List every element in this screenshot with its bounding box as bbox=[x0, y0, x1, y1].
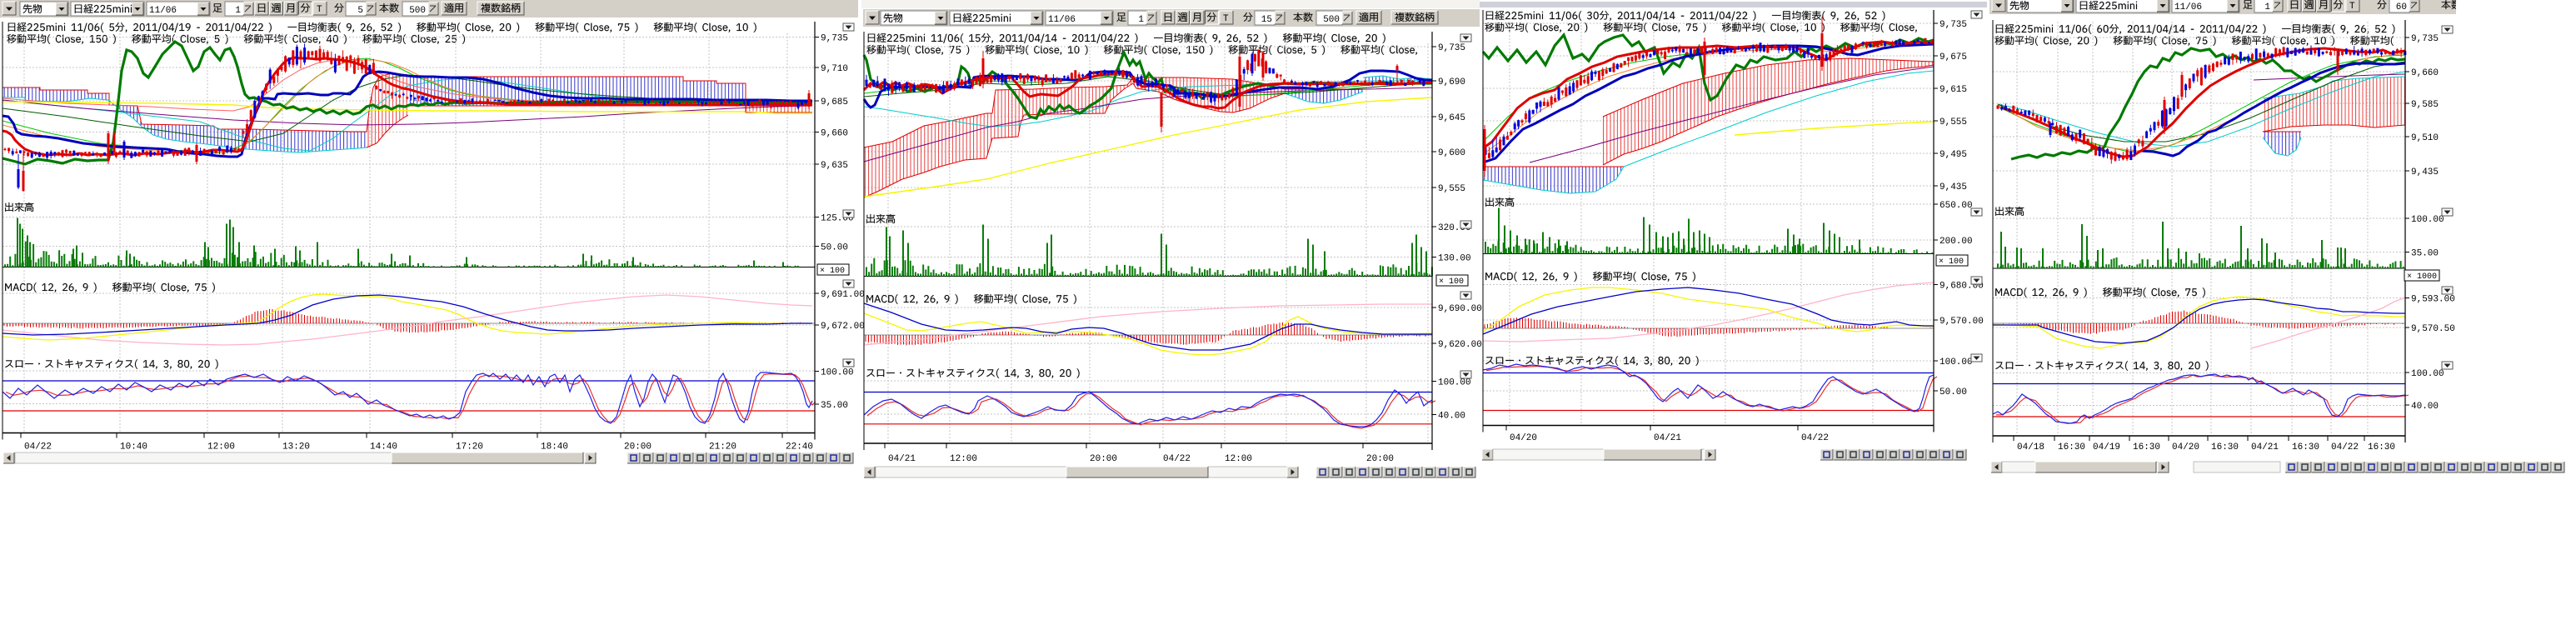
svg-text:35.00: 35.00 bbox=[2411, 249, 2439, 259]
svg-text:× 1000: × 1000 bbox=[2407, 272, 2437, 282]
svg-text:11/06: 11/06 bbox=[2174, 2, 2202, 12]
svg-text:13:20: 13:20 bbox=[282, 442, 310, 452]
svg-text:9,510: 9,510 bbox=[2411, 133, 2439, 143]
svg-text:9,710: 9,710 bbox=[821, 64, 848, 74]
svg-text:9,570.50: 9,570.50 bbox=[2411, 324, 2455, 334]
svg-text:9,600: 9,600 bbox=[1438, 148, 1465, 158]
svg-text:22:40: 22:40 bbox=[786, 442, 813, 452]
svg-text:T: T bbox=[2349, 2, 2355, 12]
svg-text:04/22: 04/22 bbox=[2331, 442, 2359, 452]
svg-text:12:00: 12:00 bbox=[207, 442, 235, 452]
svg-text:100.00: 100.00 bbox=[2411, 215, 2444, 225]
svg-text:5: 5 bbox=[357, 6, 363, 16]
svg-text:18:40: 18:40 bbox=[541, 442, 568, 452]
svg-text:× 100: × 100 bbox=[1439, 278, 1464, 287]
svg-text:21:20: 21:20 bbox=[709, 442, 736, 452]
svg-text:12:00: 12:00 bbox=[950, 454, 977, 464]
svg-text:9,435: 9,435 bbox=[2411, 168, 2439, 178]
svg-text:9,685: 9,685 bbox=[821, 98, 848, 108]
svg-text:100.00: 100.00 bbox=[821, 368, 854, 378]
svg-text:50.00: 50.00 bbox=[1939, 388, 1967, 398]
svg-text:9,620.00: 9,620.00 bbox=[1438, 340, 1482, 350]
svg-text:17:20: 17:20 bbox=[456, 442, 483, 452]
svg-text:9,635: 9,635 bbox=[821, 161, 848, 171]
svg-text:× 100: × 100 bbox=[820, 267, 845, 276]
svg-text:16:30: 16:30 bbox=[2292, 442, 2319, 452]
svg-text:9,735: 9,735 bbox=[1438, 43, 1465, 53]
svg-text:9,660: 9,660 bbox=[821, 129, 848, 139]
svg-text:650.00: 650.00 bbox=[1939, 201, 1973, 211]
svg-text:100.00: 100.00 bbox=[1438, 378, 1471, 388]
svg-text:16:30: 16:30 bbox=[2211, 442, 2239, 452]
svg-text:04/20: 04/20 bbox=[2172, 442, 2199, 452]
svg-text:9,690.00: 9,690.00 bbox=[1438, 304, 1482, 314]
svg-text:16:30: 16:30 bbox=[2133, 442, 2160, 452]
svg-text:100.00: 100.00 bbox=[1939, 358, 1973, 368]
svg-text:1: 1 bbox=[1138, 15, 1144, 25]
svg-text:16:30: 16:30 bbox=[2368, 442, 2395, 452]
svg-text:04/20: 04/20 bbox=[1510, 433, 1537, 443]
svg-text:9,690: 9,690 bbox=[1438, 78, 1465, 88]
svg-text:40.00: 40.00 bbox=[2411, 402, 2439, 412]
svg-text:20:00: 20:00 bbox=[1090, 454, 1117, 464]
svg-text:15: 15 bbox=[1261, 15, 1272, 25]
svg-text:9,570.00: 9,570.00 bbox=[1939, 317, 1984, 327]
svg-text:60: 60 bbox=[2396, 2, 2407, 12]
svg-text:9,675: 9,675 bbox=[1939, 52, 1967, 62]
svg-text:100.00: 100.00 bbox=[2411, 369, 2444, 379]
svg-text:200.00: 200.00 bbox=[1939, 237, 1973, 247]
svg-text:35.00: 35.00 bbox=[821, 401, 848, 411]
svg-text:T: T bbox=[317, 5, 322, 15]
svg-text:04/21: 04/21 bbox=[1654, 433, 1681, 443]
svg-text:50.00: 50.00 bbox=[821, 243, 848, 253]
svg-text:04/19: 04/19 bbox=[2093, 442, 2120, 452]
svg-text:9,672.00: 9,672.00 bbox=[821, 322, 865, 332]
svg-text:1: 1 bbox=[235, 6, 241, 16]
svg-text:× 100: × 100 bbox=[1939, 258, 1964, 267]
svg-text:T: T bbox=[1223, 14, 1229, 24]
svg-text:40.00: 40.00 bbox=[1438, 412, 1465, 422]
svg-text:10:40: 10:40 bbox=[120, 442, 147, 452]
svg-text:1: 1 bbox=[2264, 2, 2270, 12]
svg-text:9,691.00: 9,691.00 bbox=[821, 290, 865, 300]
svg-text:9,495: 9,495 bbox=[1939, 150, 1967, 160]
svg-text:9,735: 9,735 bbox=[1939, 20, 1967, 30]
svg-text:20:00: 20:00 bbox=[624, 442, 651, 452]
svg-text:9,555: 9,555 bbox=[1939, 118, 1967, 128]
svg-text:9,645: 9,645 bbox=[1438, 113, 1465, 123]
svg-text:16:30: 16:30 bbox=[2058, 442, 2085, 452]
svg-text:04/22: 04/22 bbox=[24, 442, 52, 452]
svg-text:9,593.00: 9,593.00 bbox=[2411, 295, 2455, 305]
svg-text:9,435: 9,435 bbox=[1939, 182, 1967, 192]
svg-text:500: 500 bbox=[409, 6, 426, 16]
svg-text:9,735: 9,735 bbox=[2411, 34, 2439, 44]
svg-text:04/22: 04/22 bbox=[1163, 454, 1191, 464]
svg-text:9,735: 9,735 bbox=[821, 34, 848, 44]
svg-text:11/06: 11/06 bbox=[149, 6, 177, 16]
svg-text:11/06: 11/06 bbox=[1048, 15, 1076, 25]
svg-text:04/21: 04/21 bbox=[2251, 442, 2279, 452]
svg-text:04/18: 04/18 bbox=[2017, 442, 2044, 452]
svg-text:14:40: 14:40 bbox=[370, 442, 397, 452]
svg-text:9,615: 9,615 bbox=[1939, 85, 1967, 95]
svg-text:9,585: 9,585 bbox=[2411, 100, 2439, 110]
svg-text:500: 500 bbox=[1323, 15, 1340, 25]
svg-text:04/21: 04/21 bbox=[888, 454, 916, 464]
svg-text:9,660: 9,660 bbox=[2411, 68, 2439, 78]
svg-text:9,555: 9,555 bbox=[1438, 184, 1465, 194]
svg-text:04/22: 04/22 bbox=[1801, 433, 1829, 443]
svg-text:12:00: 12:00 bbox=[1225, 454, 1252, 464]
svg-text:130.00: 130.00 bbox=[1438, 254, 1471, 264]
svg-text:20:00: 20:00 bbox=[1366, 454, 1394, 464]
